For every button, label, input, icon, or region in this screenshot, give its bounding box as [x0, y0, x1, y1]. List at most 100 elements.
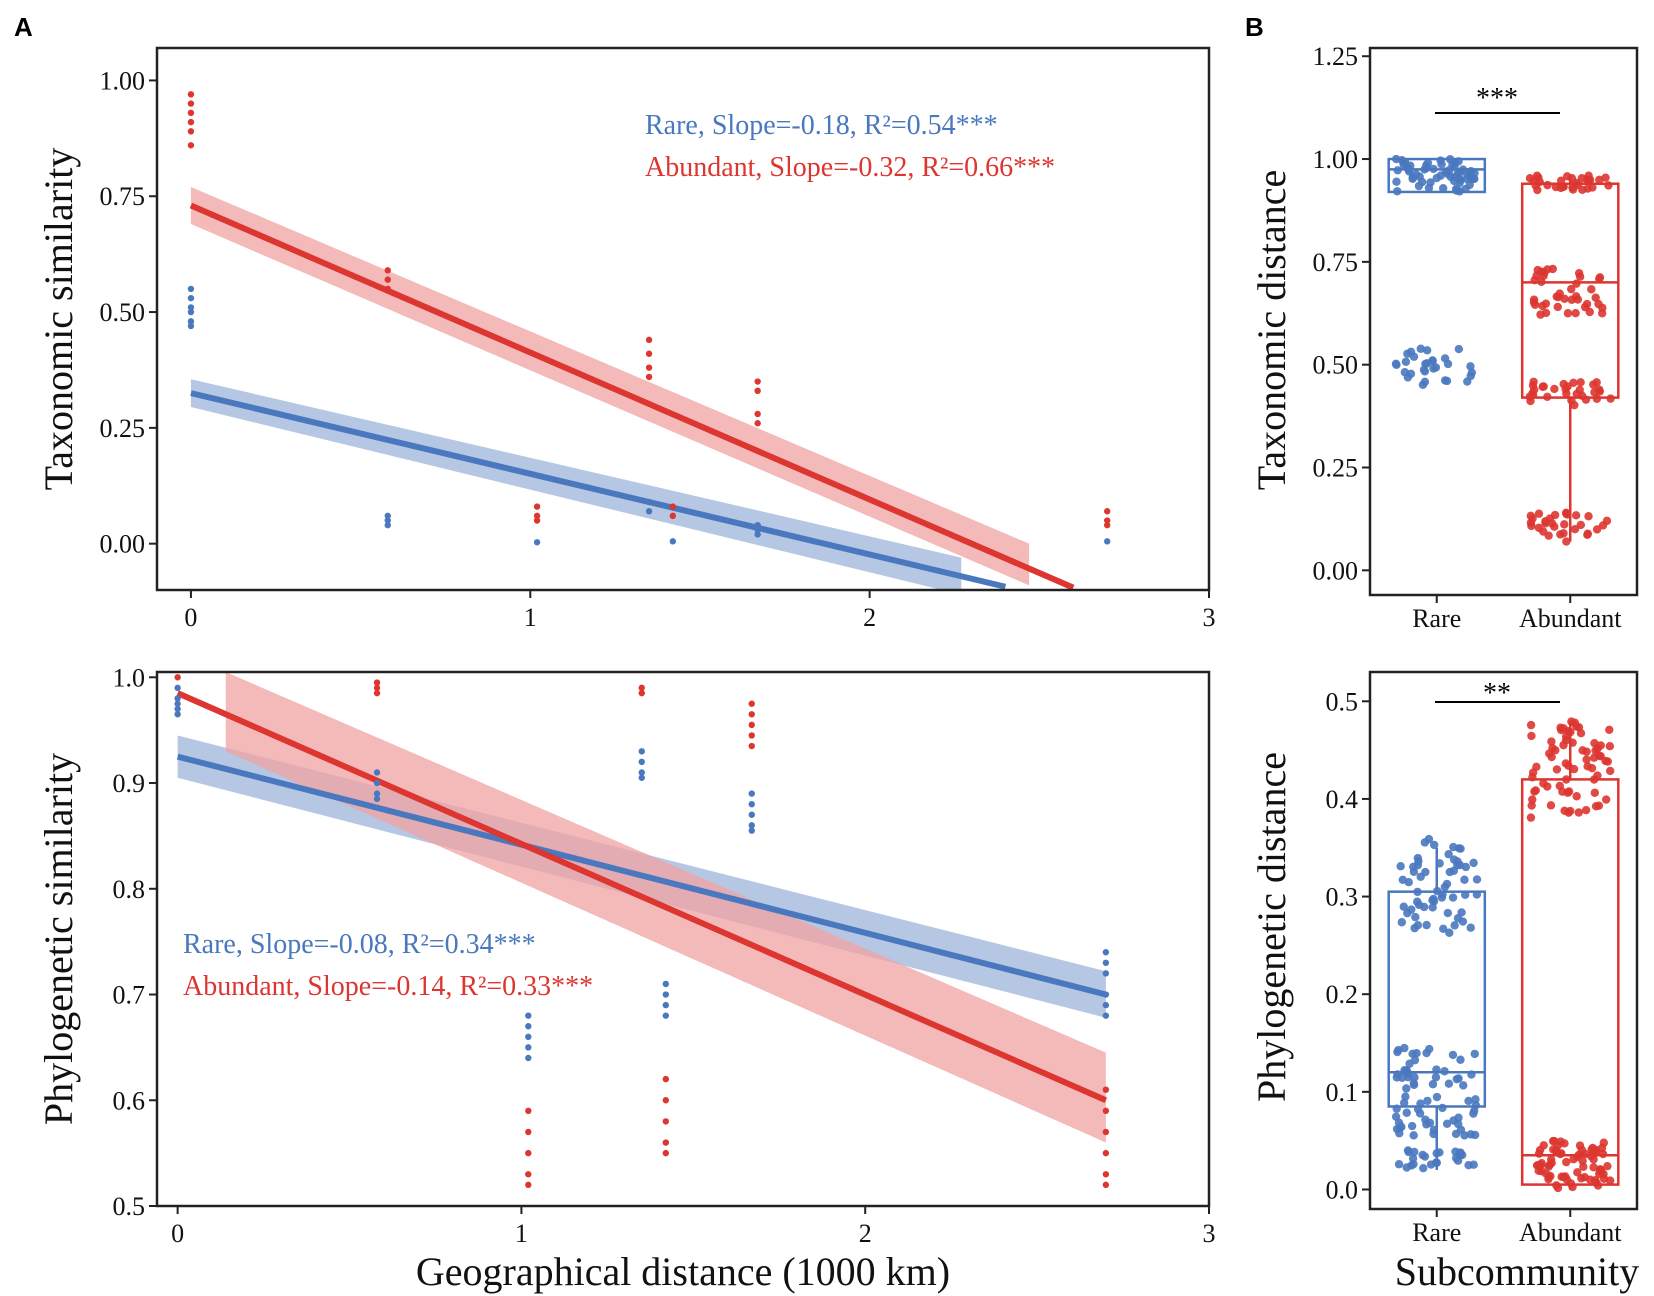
jitter-point-rare: [1449, 842, 1458, 852]
jitter-point-rare: [1398, 875, 1407, 885]
data-point-rare: [174, 705, 181, 713]
jitter-point-abundant: [1560, 520, 1569, 529]
jitter-point-abundant: [1585, 307, 1594, 317]
confidence-bands: [177, 672, 1106, 1143]
jitter-point-rare: [1443, 359, 1453, 369]
jitter-point-abundant: [1594, 299, 1603, 309]
jitter-point-rare: [1428, 903, 1437, 912]
jitter-point-abundant: [1563, 309, 1573, 318]
data-point-rare: [638, 758, 645, 766]
data-point-abundant: [384, 267, 391, 274]
jitter-point-abundant: [1601, 795, 1611, 804]
axis-ticks: Rare Abundant 0.00 0.25 0.50 0.75 1.00 1.25: [1313, 42, 1623, 633]
jitter-point-abundant: [1534, 173, 1543, 182]
data-point-abundant: [638, 684, 645, 692]
data-point-abundant: [1102, 1149, 1110, 1157]
data-point-abundant: [525, 1181, 532, 1189]
jitter-point-rare: [1432, 1092, 1442, 1102]
jitter-point-rare: [1469, 1160, 1478, 1169]
jitter-point-abundant: [1555, 781, 1565, 791]
jitter-point-abundant: [1595, 175, 1604, 185]
data-point-rare: [669, 538, 677, 545]
data-point-rare: [525, 1054, 532, 1062]
x-tick-label: 2: [859, 1219, 872, 1248]
y-tick-label: 0.0: [1326, 1175, 1359, 1204]
data-point-abundant: [1103, 517, 1111, 524]
jitter-point-rare: [1438, 184, 1448, 193]
x-tick-label: 3: [1203, 603, 1216, 632]
jitter-point-abundant: [1576, 520, 1586, 530]
taxonomic-similarity-scatter: 0 1 2 3 0.00 0.25 0.50 0.75 1.00 Taxonomic simil…: [36, 46, 1216, 632]
data-point-rare: [754, 521, 761, 529]
y-tick-label: 1.00: [1313, 145, 1359, 174]
jitter-point-rare: [1413, 860, 1423, 870]
data-point-rare: [187, 322, 195, 330]
jitter-point-rare: [1424, 834, 1434, 844]
jitter-point-abundant: [1550, 1136, 1559, 1146]
jitter-point-rare: [1444, 1079, 1454, 1088]
jitter-point-rare: [1443, 908, 1453, 918]
jitter-point-rare: [1407, 1121, 1417, 1131]
jitter-point-rare: [1454, 1074, 1463, 1083]
jitter-point-rare: [1399, 902, 1408, 911]
jitter-point-abundant: [1580, 1172, 1589, 1182]
jitter-point-abundant: [1598, 521, 1608, 530]
jitter-point-rare: [1401, 357, 1411, 366]
boxes: [1387, 157, 1620, 542]
jitter-point-rare: [1420, 367, 1430, 376]
jitter-point-rare: [1466, 371, 1475, 381]
jitter-point-abundant: [1593, 771, 1602, 780]
y-axis-label: Taxonomic distance: [1249, 170, 1294, 490]
jitter-point-rare: [1413, 920, 1423, 930]
data-point-abundant: [754, 420, 761, 427]
data-point-rare: [384, 517, 391, 524]
data-point-abundant: [1102, 1086, 1110, 1093]
significance-stars: **: [1483, 678, 1511, 709]
jitter-point-abundant: [1557, 1172, 1566, 1181]
data-point-rare: [1102, 970, 1110, 977]
jitter-point-rare: [1428, 896, 1437, 905]
plot-frame: [1368, 670, 1639, 1211]
jitter-point-rare: [1424, 183, 1434, 193]
jitter-point-rare: [1403, 373, 1413, 382]
y-tick-label: 0.00: [100, 530, 146, 559]
jitter-point-rare: [1406, 161, 1415, 170]
plot-frame: [155, 46, 1211, 592]
jitter-point-rare: [1399, 158, 1408, 167]
y-axis-label: Phylogenetic similarity: [36, 753, 81, 1125]
data-point-abundant: [1103, 508, 1111, 515]
data-point-abundant: [748, 742, 755, 750]
data-point-abundant: [174, 674, 181, 681]
jitter-point-abundant: [1551, 182, 1561, 192]
jitter-point-rare: [1393, 1047, 1402, 1057]
data-point-abundant: [1103, 521, 1111, 529]
data-point-rare: [638, 769, 645, 776]
jitter-point-rare: [1403, 908, 1412, 918]
jitter-point-rare: [1399, 1098, 1409, 1107]
data-point-rare: [1103, 538, 1111, 545]
jitter-point-rare: [1432, 173, 1441, 183]
data-point-abundant: [533, 517, 541, 524]
jitter-point-abundant: [1554, 292, 1563, 302]
data-point-abundant: [187, 128, 195, 135]
data-point-abundant: [187, 118, 195, 126]
data-point-rare: [754, 526, 761, 533]
jitter-point-rare: [1464, 1096, 1473, 1106]
jitter-point-rare: [1439, 924, 1448, 934]
jitter-point-abundant: [1536, 310, 1545, 319]
jitter-point-rare: [1392, 1073, 1401, 1082]
data-point-rare: [174, 711, 181, 718]
data-point-abundant: [533, 503, 541, 510]
jitter-point-abundant: [1583, 530, 1592, 540]
annotation-abundant: Abundant, Slope=-0.14, R²=0.33***: [183, 971, 593, 1002]
jitter-point-abundant: [1561, 508, 1571, 518]
jitter-point-abundant: [1576, 728, 1586, 738]
jitter-point-rare: [1420, 1152, 1430, 1161]
jitter-point-abundant: [1559, 529, 1568, 538]
data-point-rare: [748, 811, 755, 818]
jitter-point-abundant: [1553, 302, 1562, 312]
jitter-point-abundant: [1605, 766, 1615, 776]
jitter-point-rare: [1455, 178, 1464, 188]
jitter-point-rare: [1403, 1146, 1413, 1155]
jitter-point-rare: [1403, 1073, 1413, 1082]
